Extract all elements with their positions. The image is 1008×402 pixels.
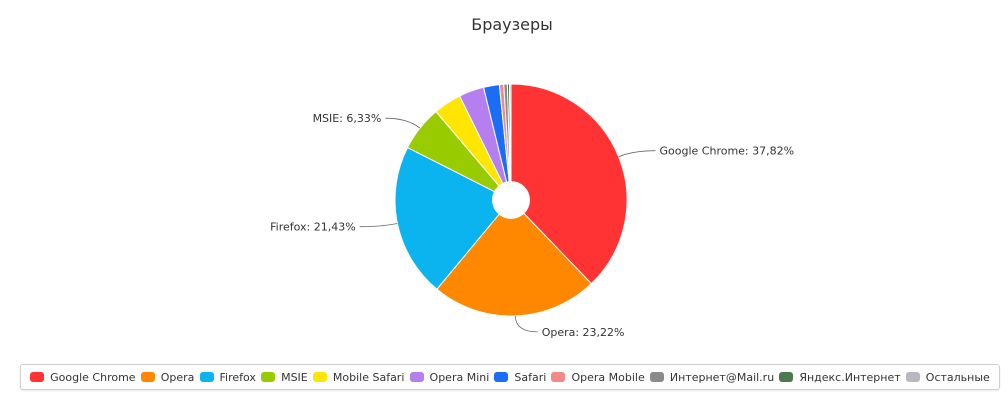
pie-slice-остальные[interactable]: [509, 83, 512, 201]
pie-center-hole: [492, 181, 530, 219]
legend-label: Opera Mini: [429, 370, 490, 384]
legend-swatch: [312, 372, 327, 382]
label-connector-msie: [385, 117, 421, 129]
legend-label: Google Chrome: [50, 370, 136, 384]
pie-slice-firefox[interactable]: [394, 146, 512, 290]
slice-label-msie: MSIE: 6,33%: [313, 112, 382, 125]
legend-swatch: [551, 372, 566, 382]
legend-label: Opera: [160, 370, 195, 384]
legend-swatch: [199, 372, 214, 382]
legend-item-остальные[interactable]: Остальные: [905, 370, 990, 384]
legend-item-mobile-safari[interactable]: Mobile Safari: [312, 370, 405, 384]
legend: Google Chrome Opera Firefox MSIE Mobile Safa…: [20, 364, 1000, 390]
pie-slice-opera[interactable]: [436, 199, 593, 317]
legend-swatch: [261, 372, 276, 382]
legend-swatch: [649, 372, 664, 382]
pie-slices: [394, 83, 628, 317]
legend-item-яндекс-интернет[interactable]: Яндекс.Интернет: [779, 370, 901, 384]
legend-label: Mobile Safari: [332, 370, 405, 384]
legend-item-opera-mini[interactable]: Opera Mini: [409, 370, 490, 384]
legend-item-google-chrome[interactable]: Google Chrome: [30, 370, 136, 384]
legend-swatch: [409, 372, 424, 382]
chart-title: Браузеры: [471, 15, 553, 34]
legend-label: Остальные: [925, 370, 990, 384]
legend-label: Яндекс.Интернет: [799, 370, 901, 384]
label-connector-opera: [514, 315, 538, 333]
slice-label-google-chrome: Google Chrome: 37,82%: [660, 145, 795, 158]
legend-label: Firefox: [219, 370, 256, 384]
legend-item-safari[interactable]: Safari: [494, 371, 546, 384]
slice-labels: Google Chrome: 37,82% Opera: 23,22% Firefo…: [270, 112, 794, 339]
label-connector-firefox: [359, 223, 398, 228]
legend-swatch: [494, 372, 509, 382]
legend-item-msie[interactable]: MSIE: [261, 371, 308, 384]
legend-item-opera-mobile[interactable]: Opera Mobile: [551, 370, 645, 384]
pie-slice-google-chrome[interactable]: [510, 83, 628, 285]
legend-label: MSIE: [281, 370, 308, 384]
legend-item-интернет-mail-ru[interactable]: Интернет@Mail.ru: [649, 370, 775, 384]
legend-swatch: [30, 372, 45, 382]
legend-swatch: [140, 372, 155, 382]
legend-label: Интернет@Mail.ru: [669, 370, 775, 384]
slice-label-firefox: Firefox: 21,43%: [270, 221, 356, 234]
legend-swatch: [905, 372, 920, 382]
legend-swatch: [779, 372, 794, 382]
label-connector-google-chrome: [618, 150, 656, 158]
legend-label: Opera Mobile: [571, 370, 645, 384]
legend-label: Safari: [514, 370, 547, 384]
legend-item-firefox[interactable]: Firefox: [199, 370, 256, 384]
slice-label-opera: Opera: 23,22%: [542, 326, 625, 339]
legend-item-opera[interactable]: Opera: [140, 370, 195, 384]
